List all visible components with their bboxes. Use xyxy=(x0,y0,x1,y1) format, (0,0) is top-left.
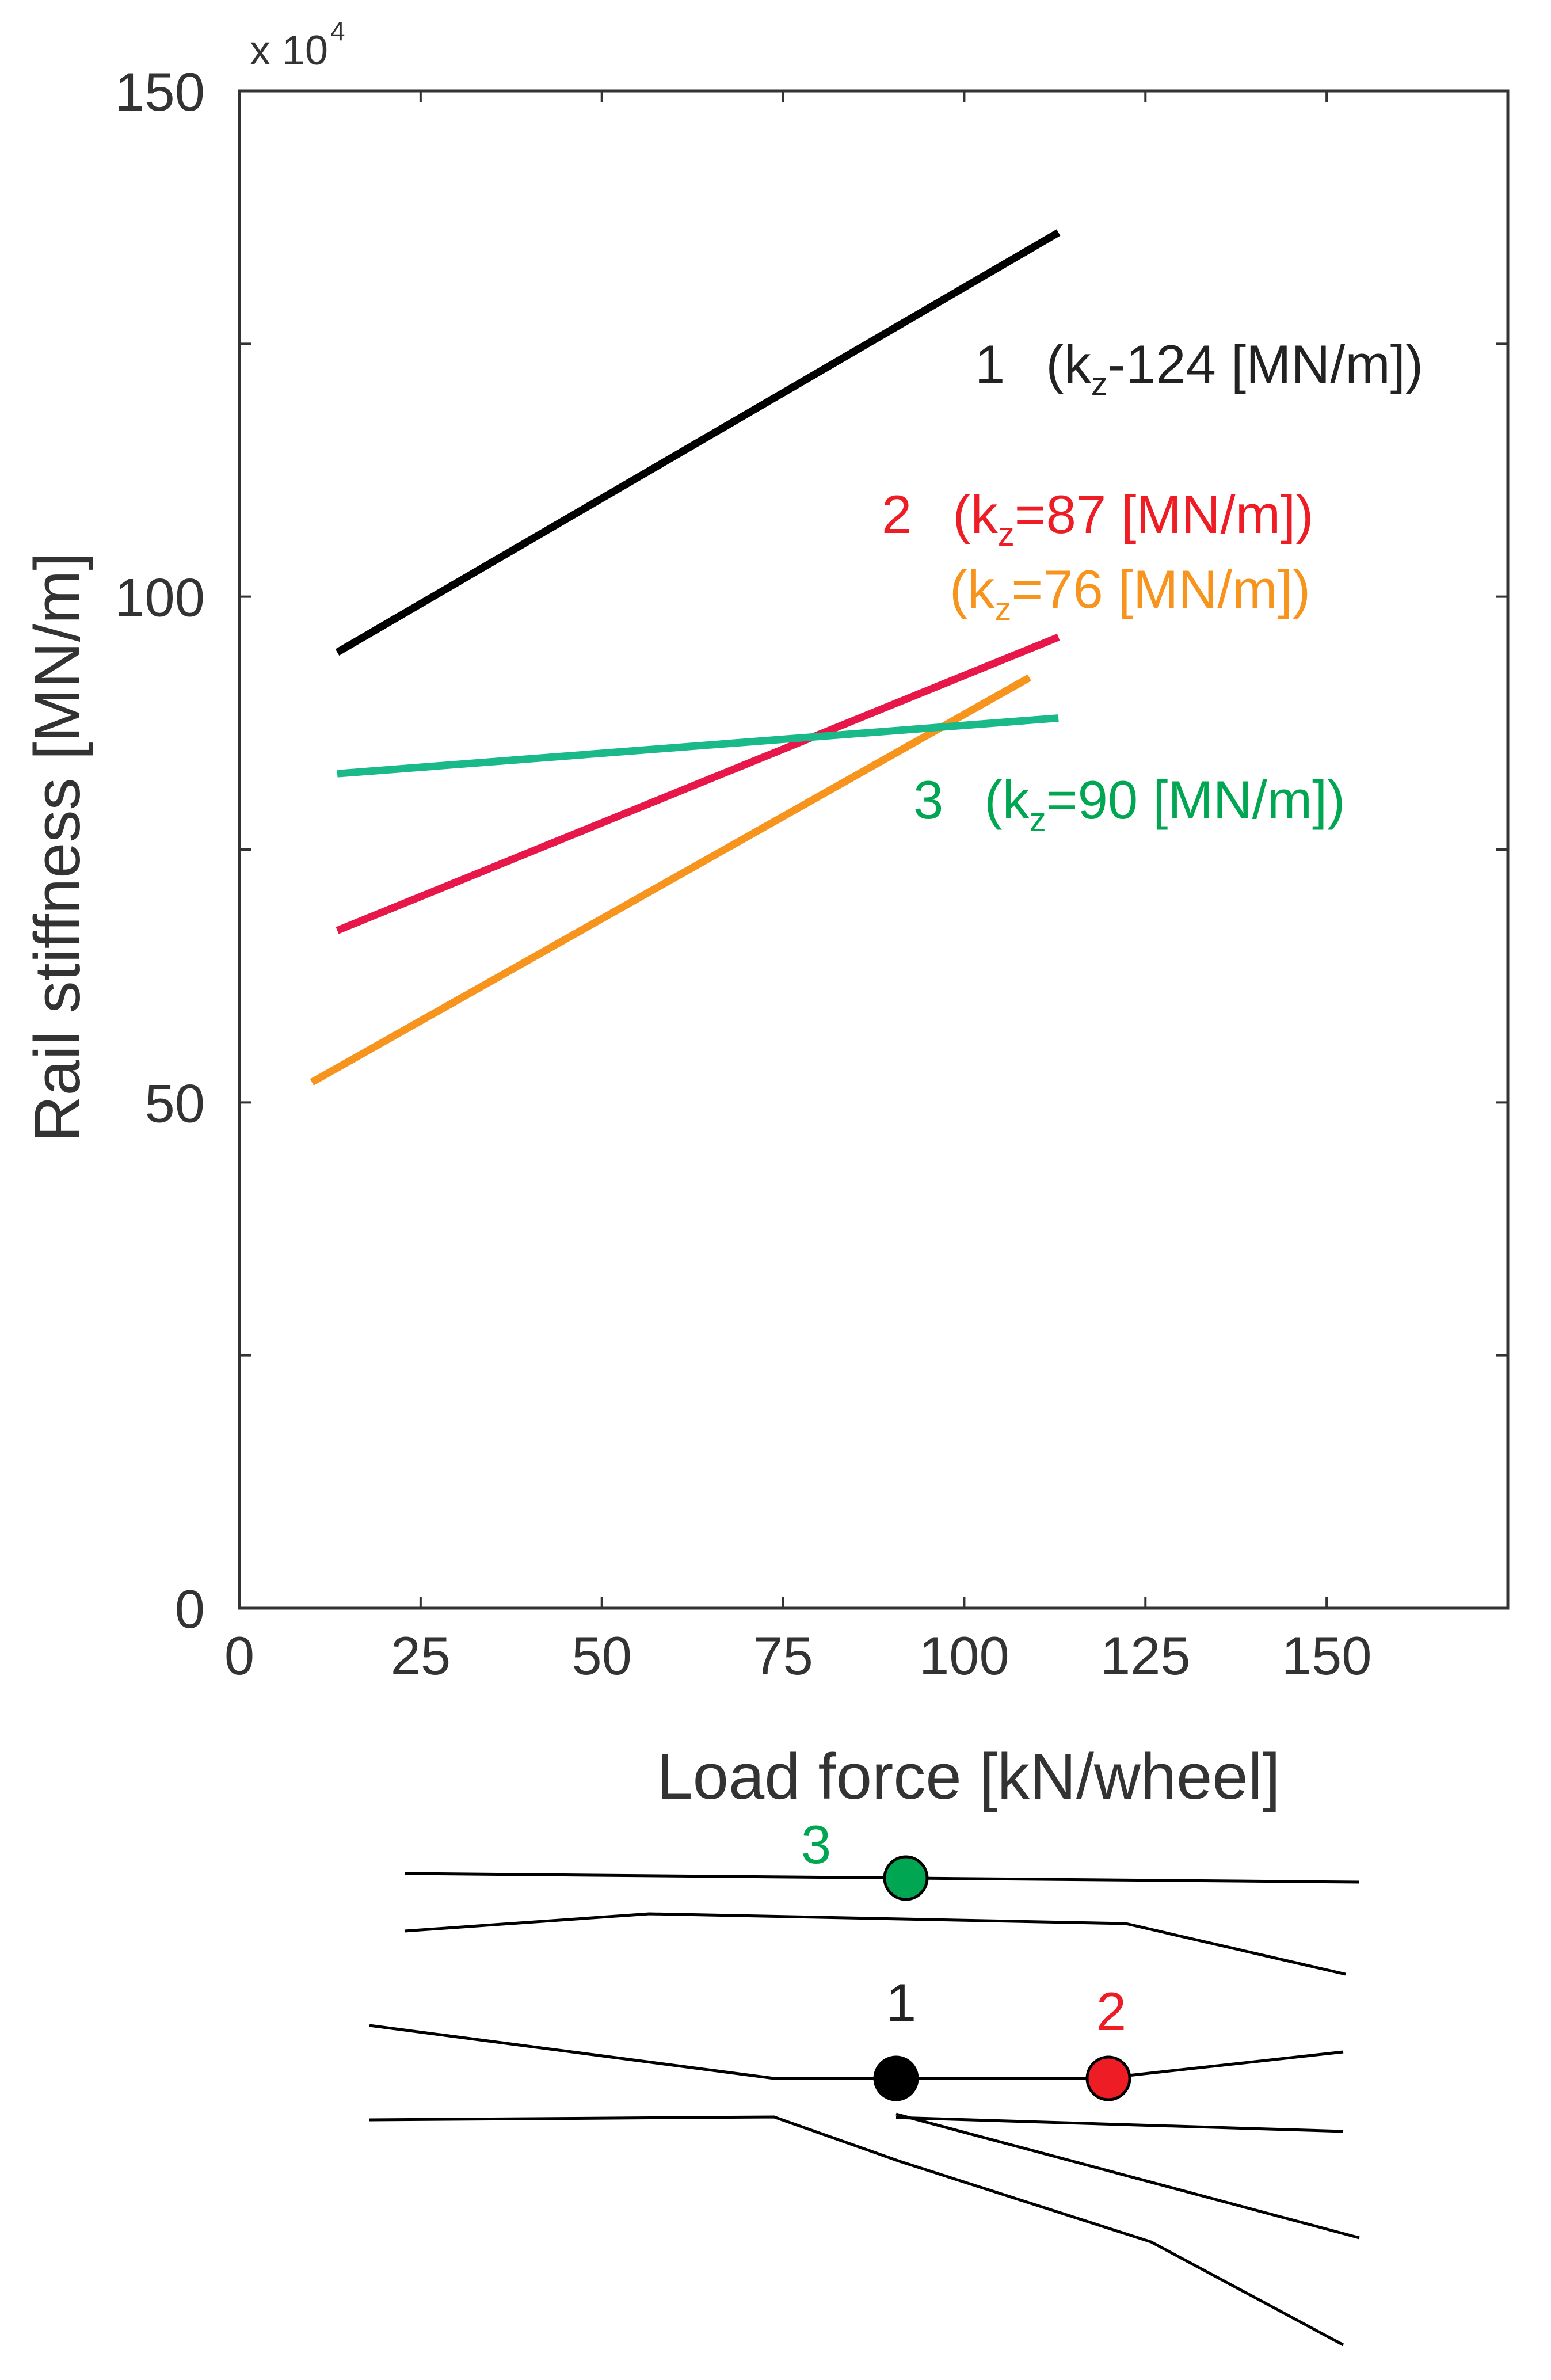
y-tick-label: 100 xyxy=(115,568,205,628)
annotation-2-post: =87 [MN/m]) xyxy=(1015,484,1314,544)
annotation-2b-pre: (k xyxy=(950,559,995,619)
annotation-series-2b: (kz=76 [MN/m]) xyxy=(950,559,1310,628)
annotation-3-pre: (k xyxy=(984,770,1030,830)
annotation-series-1: 1 (kz-124 [MN/m]) xyxy=(975,334,1423,403)
x-tick-label: 75 xyxy=(753,1625,813,1686)
annotation-3-sub: z xyxy=(1030,801,1046,839)
track-rail-lower-branch xyxy=(895,2112,1360,2240)
annotation-series-3: 3 (kz=90 [MN/m]) xyxy=(913,770,1345,839)
track-rail-upper-top xyxy=(404,1872,1360,1884)
annotation-2b-sub: z xyxy=(994,591,1011,628)
x-tick-label: 0 xyxy=(224,1625,254,1686)
svg-text:1 (kz-124 [MN/m]): 1 (kz-124 [MN/m]) xyxy=(975,334,1423,403)
track-rail-upper-bottom xyxy=(404,1912,1346,1976)
series-line-1 xyxy=(335,229,1061,656)
series-line-2 xyxy=(336,633,1060,934)
annotation-1-number: 1 xyxy=(975,334,1005,394)
annotation-3-post: =90 [MN/m]) xyxy=(1046,770,1346,830)
annotation-1-pre: (k xyxy=(1046,334,1091,394)
track-marker-2 xyxy=(1085,2055,1131,2101)
y-tick-label: 50 xyxy=(144,1073,205,1133)
annotation-series-2: 2 (kz=87 [MN/m]) xyxy=(882,484,1313,553)
annotation-2-number: 2 xyxy=(882,484,912,544)
annotation-1-sub: z xyxy=(1091,365,1108,403)
x-axis-title: Load force [kN/wheel] xyxy=(657,1741,1280,1812)
y-axis-title: Rail stiffness [MN/m] xyxy=(21,553,93,1143)
annotation-3-number: 3 xyxy=(913,770,943,830)
plot-frame xyxy=(238,89,1510,1610)
series-line-3 xyxy=(337,714,1059,778)
annotation-1-post: -124 [MN/m]) xyxy=(1108,334,1423,394)
track-marker-2-label: 2 xyxy=(1096,1981,1126,2042)
x-tick-label: 100 xyxy=(919,1625,1009,1686)
svg-text:2 (kz=87 [MN/m]): 2 (kz=87 [MN/m]) xyxy=(882,484,1313,553)
annotation-2-pre: (k xyxy=(952,484,998,544)
svg-text:3 (kz=90 [MN/m]): 3 (kz=90 [MN/m]) xyxy=(913,770,1345,839)
x-tick-label: 150 xyxy=(1282,1625,1372,1686)
x-tick-label: 50 xyxy=(571,1625,632,1686)
x-tick-label: 25 xyxy=(391,1625,451,1686)
y-axis: 0 50 100 150 xyxy=(115,62,1508,1639)
svg-text:(kz=76 [MN/m]): (kz=76 [MN/m]) xyxy=(950,559,1310,628)
track-rail-lower-top xyxy=(369,2024,1344,2080)
track-rail-lower-mid xyxy=(895,2116,1344,2133)
track-marker-1 xyxy=(873,2055,919,2101)
track-rail-lower-bottom xyxy=(369,2115,1344,2347)
track-marker-3-label: 3 xyxy=(801,1814,831,1875)
series-layer xyxy=(310,229,1061,1086)
track-marker-1-label: 1 xyxy=(886,1972,916,2033)
x-tick-label: 125 xyxy=(1100,1625,1191,1686)
y-tick-label: 0 xyxy=(175,1579,205,1639)
series-line-2b xyxy=(310,674,1031,1086)
annotation-2-sub: z xyxy=(998,516,1015,553)
annotation-2b-post: =76 [MN/m]) xyxy=(1011,559,1310,619)
y-scale-note: x 10 xyxy=(250,28,328,74)
track-diagram: 3 1 2 xyxy=(369,1814,1360,2347)
track-marker-3 xyxy=(883,1855,929,1901)
x-axis: 0 25 50 75 100 125 150 xyxy=(224,91,1372,1686)
y-tick-label: 150 xyxy=(115,62,205,122)
y-scale-exponent: 4 xyxy=(330,16,345,46)
